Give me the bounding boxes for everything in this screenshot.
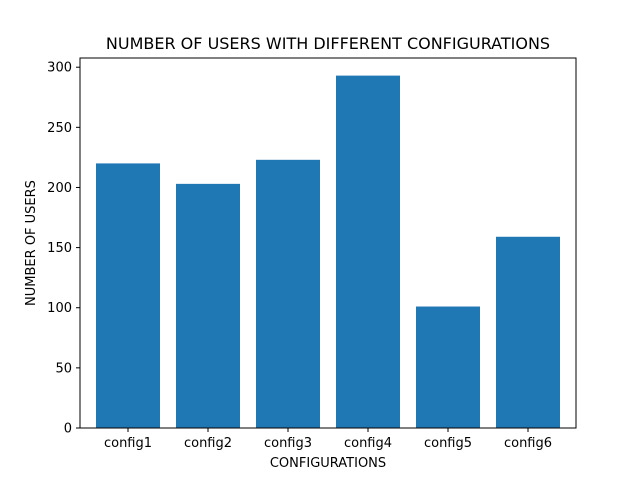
bar-config4 [336, 75, 400, 429]
y-axis-label: NUMBER OF USERS [24, 180, 39, 306]
y-tick-label: 100 [47, 301, 72, 316]
bar-config6 [496, 236, 560, 428]
bar-config5 [416, 306, 480, 428]
x-tick-label-config2: config2 [184, 436, 232, 451]
x-tick-label-config5: config5 [424, 436, 472, 451]
y-tick-label: 200 [47, 181, 72, 196]
x-tick-label-config6: config6 [504, 436, 552, 451]
x-tick-label-config3: config3 [264, 436, 312, 451]
x-axis-label: CONFIGURATIONS [270, 456, 386, 471]
y-tick-label: 300 [47, 61, 72, 76]
bar-config1 [96, 163, 160, 428]
bar-config3 [256, 159, 320, 428]
y-axis: 0 50 100 150 200 250 300 [47, 61, 80, 437]
chart-title: NUMBER OF USERS WITH DIFFERENT CONFIGURA… [106, 34, 550, 53]
y-tick-label: 150 [47, 241, 72, 256]
y-tick-label: 50 [55, 361, 72, 376]
x-tick-label-config4: config4 [344, 436, 392, 451]
y-tick-label: 250 [47, 121, 72, 136]
bar-config2 [176, 183, 240, 428]
y-tick-label: 0 [64, 422, 72, 437]
bars-layer [96, 75, 560, 429]
plot-frame [79, 57, 577, 429]
x-axis: config1 config2 config3 config4 config5 confi… [104, 428, 552, 451]
x-tick-label-config1: config1 [104, 436, 152, 451]
